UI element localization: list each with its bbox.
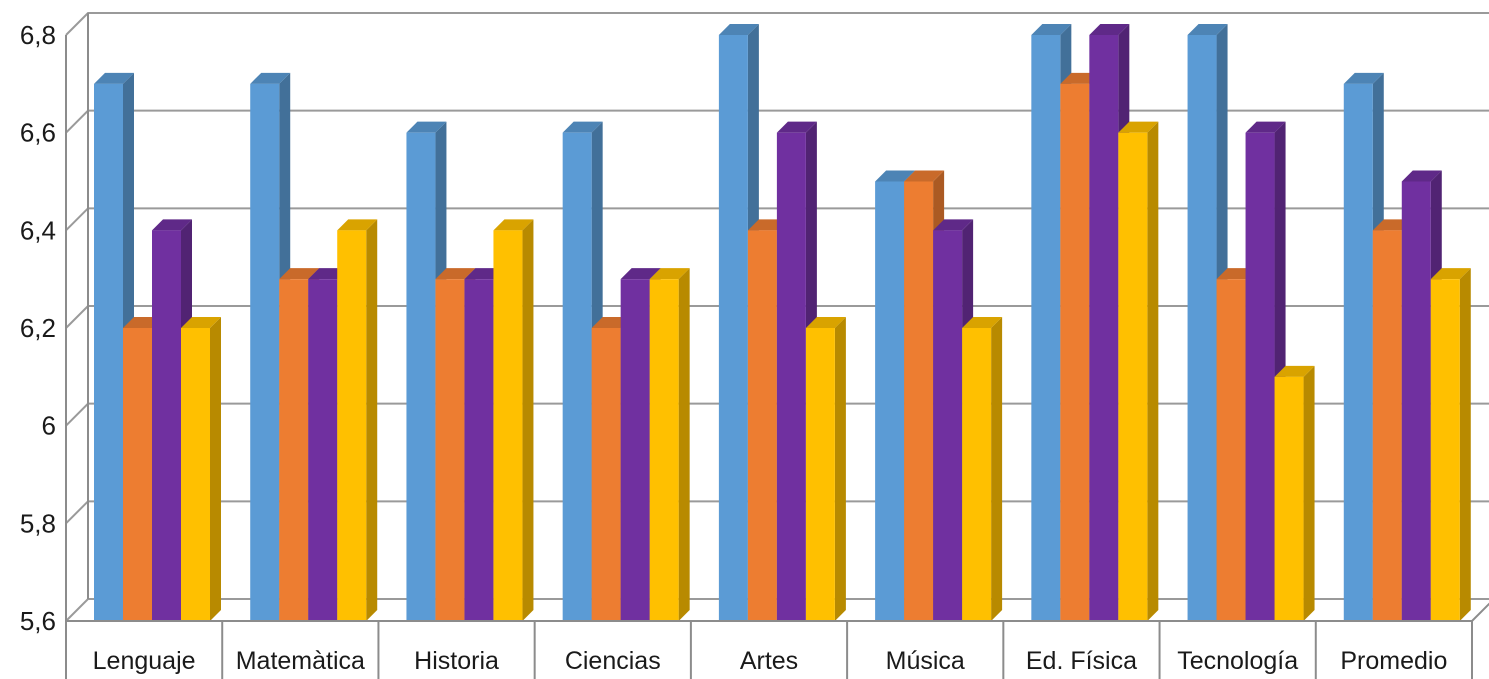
bar <box>181 317 221 621</box>
bar <box>1430 268 1471 621</box>
y-tick-label: 6 <box>42 411 56 441</box>
bar-group <box>250 72 378 622</box>
bar <box>1118 121 1159 622</box>
y-tick-label: 6,4 <box>20 215 56 245</box>
bar-group <box>1187 24 1315 622</box>
x-tick-label: Música <box>886 647 965 675</box>
bar <box>493 219 534 622</box>
x-tick-label: Tecnología <box>1177 647 1298 675</box>
y-tick-label: 5,6 <box>20 606 56 636</box>
x-tick-label: Lenguaje <box>93 647 196 675</box>
bar-group <box>94 72 221 622</box>
bars <box>94 24 1471 622</box>
bar <box>962 317 1003 621</box>
bar-group <box>1343 72 1471 622</box>
gridlines <box>65 12 1489 622</box>
bar <box>1274 365 1315 621</box>
x-axis: Lenguaje Matemàtica Historia Ciencias Artes M… <box>65 602 1489 679</box>
x-tick-label: Ed. Física <box>1026 647 1137 675</box>
x-tick-label: Artes <box>740 647 798 675</box>
y-tick-label: 6,2 <box>20 313 56 343</box>
y-tick-label: 6,8 <box>20 20 56 50</box>
bar <box>805 317 846 621</box>
x-tick-label: Ciencias <box>565 647 661 675</box>
bar-group <box>562 121 690 622</box>
bar-group <box>718 24 846 622</box>
bar-group <box>406 121 534 622</box>
x-tick-label: Matemàtica <box>236 647 365 675</box>
bar-group <box>1031 24 1159 622</box>
bar <box>649 268 690 621</box>
y-axis-ticks: 5,6 5,8 6 6,2 6,4 6,6 6,8 <box>20 20 56 636</box>
x-tick-label: Historia <box>414 647 499 675</box>
y-tick-label: 5,8 <box>20 508 56 538</box>
bar <box>337 219 378 622</box>
y-tick-label: 6,6 <box>20 118 56 148</box>
bar-group <box>875 170 1003 622</box>
x-tick-label: Promedio <box>1340 647 1447 675</box>
